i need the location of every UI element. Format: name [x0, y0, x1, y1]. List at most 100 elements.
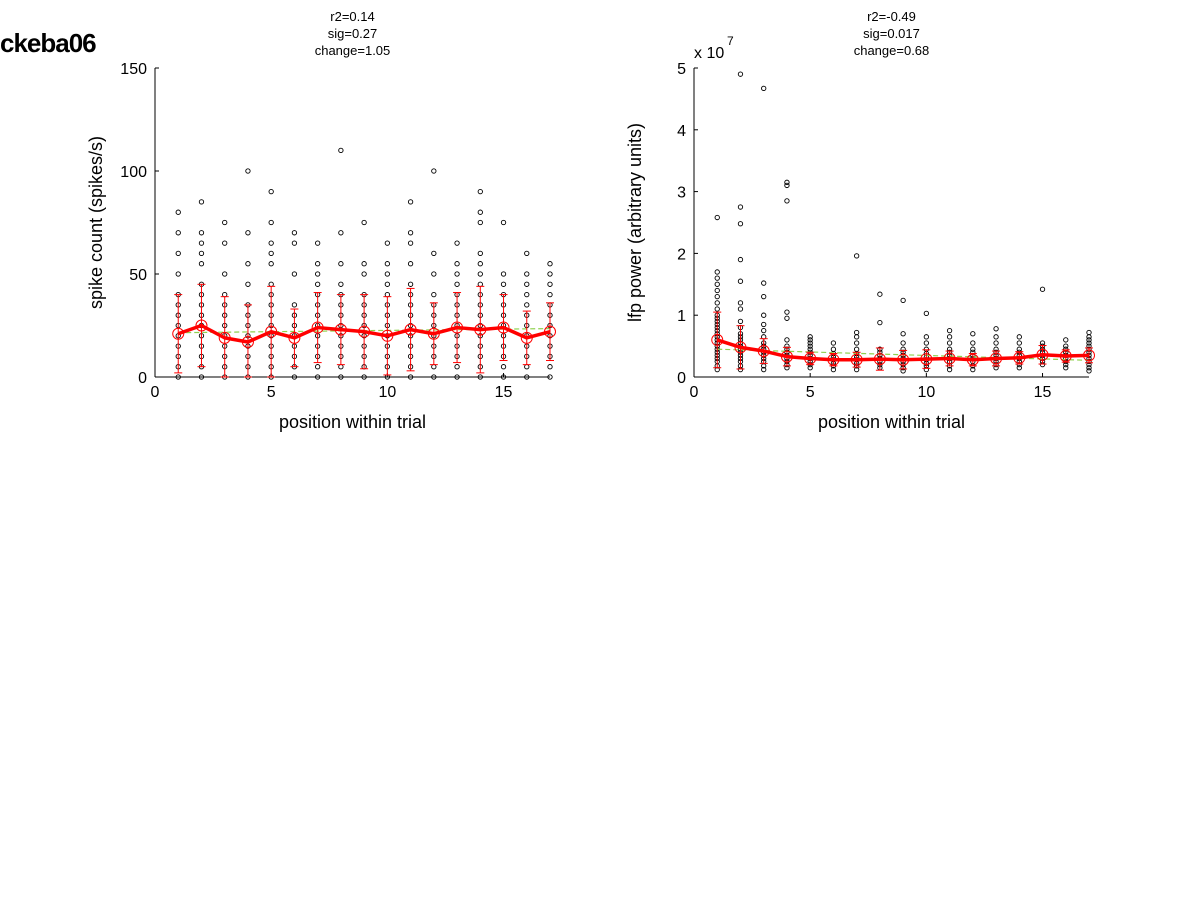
data-point — [737, 221, 744, 227]
data-point — [245, 281, 251, 287]
mean-marker — [943, 352, 956, 365]
data-point — [714, 281, 720, 287]
mean-marker — [311, 321, 324, 334]
mean-marker — [474, 323, 487, 336]
data-point — [175, 374, 181, 380]
exponent-label: x 10 — [694, 45, 724, 62]
data-point — [175, 230, 181, 236]
data-point — [1063, 365, 1069, 371]
chart-title-line: r2=0.14 — [330, 9, 374, 24]
x-tick-label: 15 — [495, 384, 513, 401]
data-point — [784, 198, 790, 204]
mean-marker — [451, 321, 464, 334]
data-point — [946, 340, 953, 346]
data-point — [477, 281, 483, 287]
mean-marker — [966, 353, 979, 366]
mean-line — [177, 323, 551, 344]
data-point — [384, 281, 391, 287]
data-point — [737, 300, 744, 306]
data-point — [222, 271, 228, 277]
data-point — [1016, 340, 1022, 346]
mean-marker — [850, 353, 863, 366]
data-point — [737, 318, 744, 325]
data-point — [291, 302, 298, 308]
data-point — [784, 337, 790, 343]
data-point — [970, 340, 976, 346]
data-point — [1086, 329, 1092, 336]
data-point — [407, 230, 414, 236]
data-point — [291, 271, 298, 277]
data-point — [761, 366, 767, 373]
data-point — [900, 331, 906, 337]
mean-marker — [990, 352, 1003, 365]
data-point — [361, 261, 367, 267]
y-tick-label: 1 — [677, 308, 686, 325]
data-point — [431, 250, 437, 257]
data-point — [761, 327, 767, 334]
data-point — [454, 364, 460, 370]
figure-label: ckeba06 — [0, 28, 97, 58]
data-point — [853, 253, 860, 259]
data-point — [198, 240, 205, 246]
data-point — [547, 261, 553, 267]
mean-marker — [1013, 351, 1026, 364]
data-point — [714, 269, 720, 275]
data-point — [454, 240, 460, 246]
data-point — [198, 250, 205, 257]
data-point — [407, 240, 414, 246]
data-point — [1086, 340, 1092, 346]
data-point — [807, 343, 813, 349]
data-point — [923, 334, 930, 340]
data-point — [524, 271, 530, 277]
data-point — [547, 291, 553, 298]
data-point — [547, 374, 553, 380]
data-point — [1016, 346, 1022, 352]
data-point — [198, 261, 205, 267]
mean-marker — [920, 353, 933, 366]
data-point — [245, 261, 251, 267]
data-point — [431, 364, 437, 370]
data-point — [314, 240, 321, 246]
data-point — [524, 374, 530, 380]
data-point — [547, 281, 553, 287]
data-point — [830, 366, 837, 373]
data-point — [761, 85, 767, 92]
data-point — [1063, 343, 1069, 349]
data-point — [1086, 368, 1092, 374]
mean-marker — [544, 325, 556, 338]
data-point — [1039, 286, 1046, 292]
data-point — [737, 204, 744, 210]
data-point — [1086, 334, 1092, 340]
x-tick-label: 10 — [378, 384, 396, 401]
mean-marker — [711, 333, 724, 346]
data-point — [268, 261, 274, 267]
mean-marker — [288, 331, 301, 344]
data-point — [245, 168, 251, 174]
mean-marker — [1059, 349, 1072, 362]
data-point — [454, 261, 460, 267]
data-point — [714, 287, 720, 294]
data-point — [198, 199, 205, 205]
y-tick-label: 150 — [120, 61, 147, 78]
data-point — [175, 250, 181, 257]
data-point — [198, 374, 205, 380]
chart-title-line: sig=0.27 — [328, 26, 378, 41]
data-point — [268, 250, 274, 257]
x-axis-label: position within trial — [818, 412, 965, 432]
data-point — [268, 219, 274, 226]
data-point — [784, 309, 790, 315]
mean-marker — [218, 331, 231, 344]
mean-marker — [804, 352, 817, 365]
data-point — [853, 334, 860, 340]
data-point — [714, 294, 720, 300]
x-tick-label: 0 — [690, 384, 699, 401]
y-tick-label: 5 — [677, 61, 686, 78]
chart-title-line: change=0.68 — [854, 43, 930, 58]
x-tick-label: 10 — [917, 384, 935, 401]
y-tick-label: 100 — [120, 164, 147, 181]
data-point — [338, 374, 344, 380]
data-point — [291, 240, 298, 246]
data-point — [900, 340, 906, 346]
mean-marker — [873, 353, 886, 366]
data-point — [314, 271, 321, 277]
